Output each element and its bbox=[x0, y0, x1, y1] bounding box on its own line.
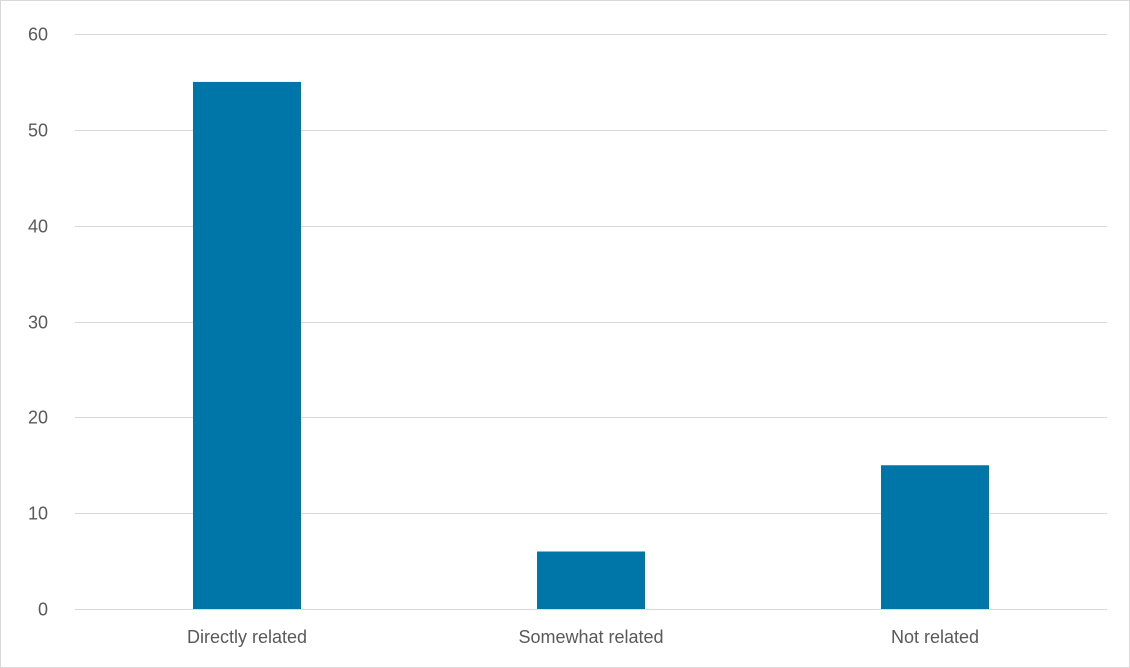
y-tick-label-30: 30 bbox=[28, 313, 48, 333]
y-tick-label-60: 60 bbox=[28, 25, 48, 45]
y-tick-label-50: 50 bbox=[28, 121, 48, 141]
y-tick-label-0: 0 bbox=[38, 600, 48, 620]
x-tick-label-directly-related: Directly related bbox=[187, 627, 307, 647]
y-axis-ticks: 0 10 20 30 40 50 60 bbox=[28, 25, 48, 620]
bars bbox=[193, 81, 989, 609]
bar-directly-related bbox=[193, 81, 301, 609]
x-axis-ticks: Directly related Somewhat related Not rela… bbox=[187, 627, 979, 647]
x-tick-label-somewhat-related: Somewhat related bbox=[518, 627, 663, 647]
bar-somewhat-related bbox=[537, 551, 645, 609]
bar-not-related bbox=[881, 465, 989, 609]
y-tick-label-20: 20 bbox=[28, 408, 48, 428]
x-tick-label-not-related: Not related bbox=[891, 627, 979, 647]
y-tick-label-40: 40 bbox=[28, 217, 48, 237]
y-tick-label-10: 10 bbox=[28, 504, 48, 524]
